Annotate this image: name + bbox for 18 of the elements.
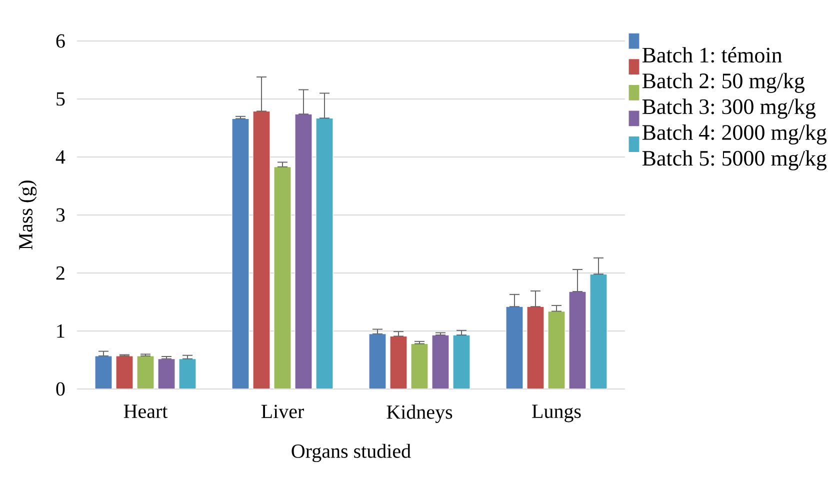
x-tick-label: Kidneys — [386, 404, 452, 423]
legend-label: Batch 5: 5000 mg/kg — [642, 150, 827, 170]
legend-label: Batch 1: témoin — [642, 47, 782, 63]
y-axis-title: Mass (g) — [18, 180, 37, 250]
x-tick-label: Liver — [261, 404, 304, 418]
y-tick-label: 2 — [56, 266, 64, 280]
y-tick-label: 1 — [57, 324, 64, 338]
legend-label: Batch 3: 300 mg/kg — [642, 98, 816, 119]
y-tick-label: 0 — [56, 382, 65, 396]
y-tick-label: 3 — [56, 208, 65, 222]
y-tick-label: 4 — [56, 150, 66, 164]
legend-label: Batch 2: 50 mg/kg — [642, 72, 805, 93]
x-tick-label: Heart — [124, 404, 168, 418]
legend-label: Batch 4: 2000 mg/kg — [642, 124, 827, 144]
y-tick-label: 6 — [56, 34, 65, 48]
y-tick-label: 5 — [56, 92, 65, 106]
x-axis-title: Organs studied — [292, 444, 411, 462]
x-tick-label: Lungs — [532, 404, 581, 422]
